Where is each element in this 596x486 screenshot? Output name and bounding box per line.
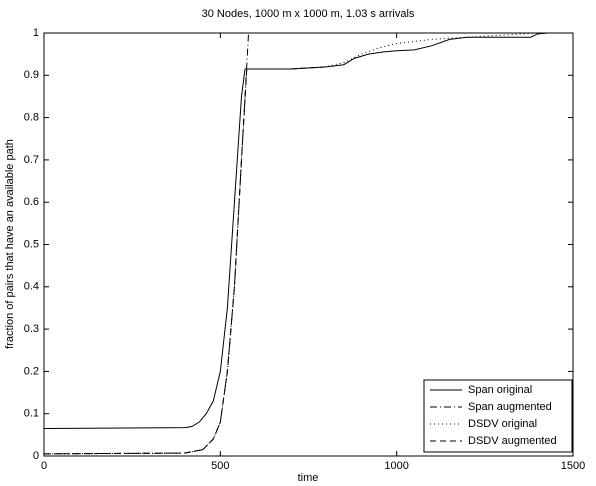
legend-label: Span augmented xyxy=(468,401,552,413)
y-axis-label: fraction of pairs that have an available… xyxy=(4,139,16,349)
legend-label: Span original xyxy=(468,384,532,396)
legend-box xyxy=(423,379,573,453)
series-line xyxy=(43,32,549,430)
y-tick-label: 0.5 xyxy=(24,238,39,250)
x-tick-label: 500 xyxy=(211,460,229,472)
y-tick-label: 0.2 xyxy=(24,365,39,377)
x-axis-label: time xyxy=(298,472,319,484)
x-tick-label: 0 xyxy=(41,460,47,472)
y-tick-label: 0.1 xyxy=(24,408,39,420)
chart-title: 30 Nodes, 1000 m x 1000 m, 1.03 s arriva… xyxy=(202,8,415,20)
series-line xyxy=(43,32,250,455)
x-tick-label: 1500 xyxy=(561,460,585,472)
y-tick-label: 1 xyxy=(33,27,39,39)
y-tick-label: 0.4 xyxy=(24,281,39,293)
y-tick-label: 0.3 xyxy=(24,323,39,335)
legend-label: DSDV original xyxy=(468,418,537,430)
y-tick-label: 0.7 xyxy=(24,154,39,166)
series-line xyxy=(43,66,327,455)
series-line xyxy=(43,32,538,455)
x-tick-label: 1000 xyxy=(384,460,408,472)
y-tick-label: 0.6 xyxy=(24,196,39,208)
y-tick-label: 0.9 xyxy=(24,69,39,81)
y-tick-label: 0 xyxy=(33,450,39,462)
y-tick-label: 0.8 xyxy=(24,112,39,124)
legend-label: DSDV augmented xyxy=(468,435,557,447)
